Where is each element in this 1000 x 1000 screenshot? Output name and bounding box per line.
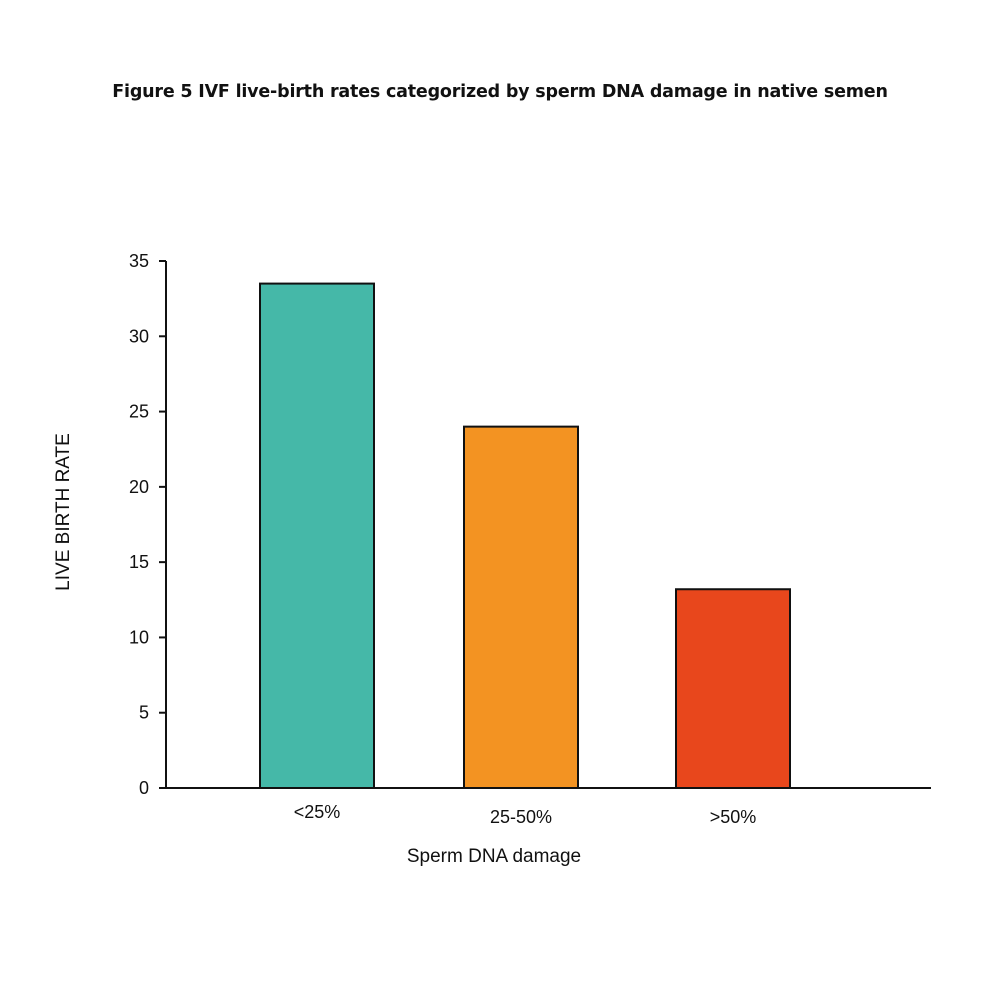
y-tick-label: 30 xyxy=(129,326,149,346)
y-tick-label: 5 xyxy=(139,703,149,723)
y-tick-label: 10 xyxy=(129,627,149,647)
bar-2 xyxy=(463,425,579,789)
x-tick-label: <25% xyxy=(294,802,341,822)
y-tick-label: 15 xyxy=(129,552,149,572)
bar-3 xyxy=(675,588,791,790)
y-tick-label: 20 xyxy=(129,477,149,497)
x-axis-title: Sperm DNA damage xyxy=(407,846,581,867)
chart-title: Figure 5 IVF live-birth rates categorize… xyxy=(112,82,888,102)
y-tick-label: 25 xyxy=(129,402,149,422)
bar-1 xyxy=(259,282,375,789)
x-tick-label: >50% xyxy=(710,807,757,827)
y-axis-ticks: 0 5 10 15 20 25 30 35 xyxy=(129,251,166,798)
y-tick-label: 0 xyxy=(139,778,149,798)
y-tick-label: 35 xyxy=(129,251,149,271)
x-axis-ticks: <25% 25-50% >50% xyxy=(294,802,757,827)
y-axis-title: LIVE BIRTH RATE xyxy=(53,433,74,591)
x-tick-label: 25-50% xyxy=(490,807,552,827)
bars-layer xyxy=(259,282,791,790)
